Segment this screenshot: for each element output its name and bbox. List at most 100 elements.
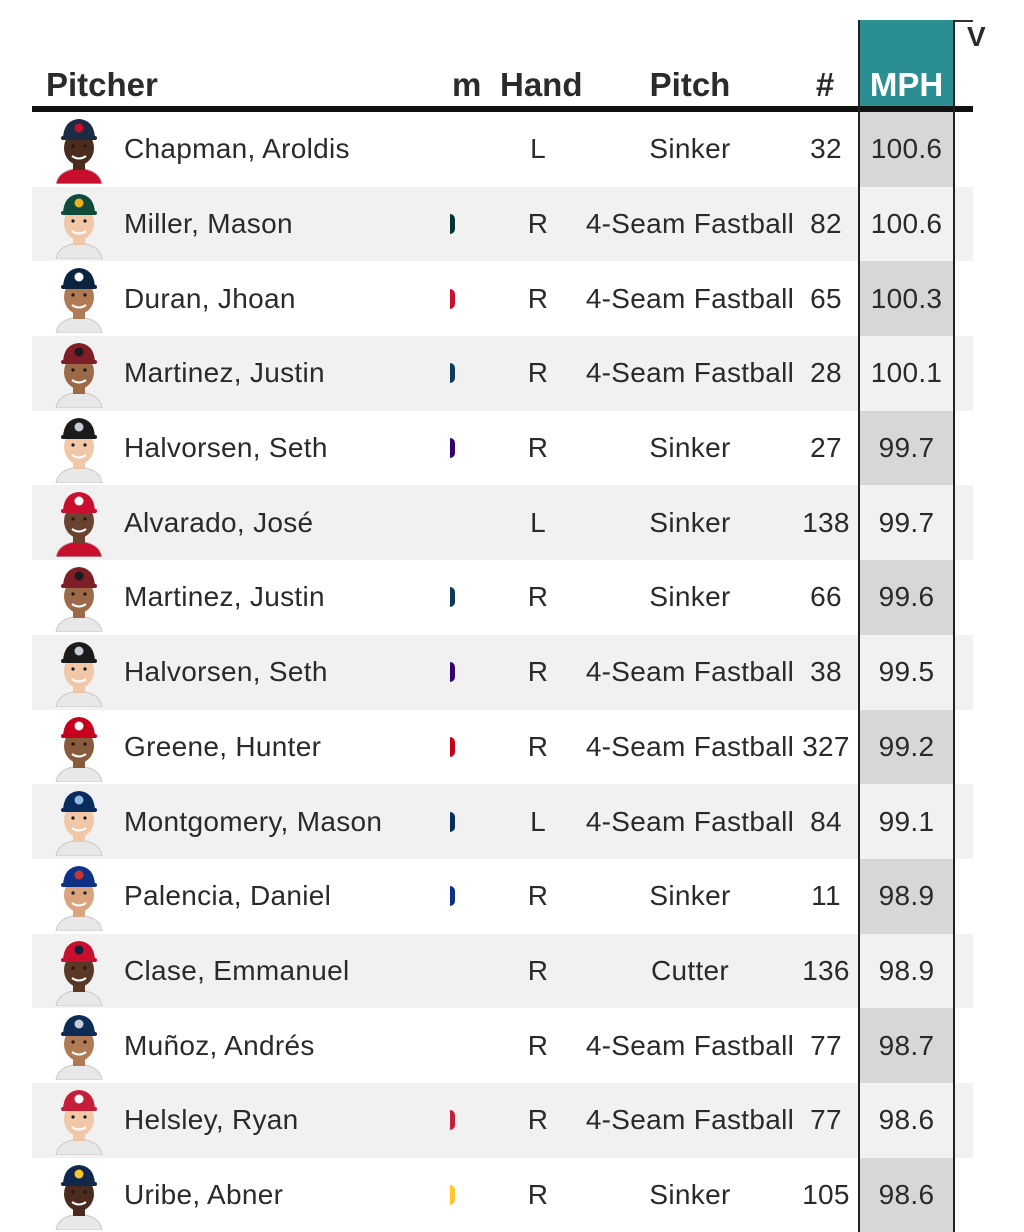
pitch-type: Sinker: [649, 1178, 731, 1210]
throwing-hand: L: [530, 805, 546, 837]
pitch-type: Sinker: [649, 880, 731, 912]
pitcher-name-link[interactable]: Duran, Jhoan: [124, 282, 296, 314]
table-row[interactable]: Montgomery, Mason L 4-Seam Fastball 84 99.1: [0, 784, 1024, 859]
pitch-type: 4-Seam Fastball: [585, 730, 795, 762]
table-row[interactable]: Chapman, Aroldis L Sinker 32 100.6: [0, 112, 1024, 187]
pitcher-name-link[interactable]: Halvorsen, Seth: [124, 432, 328, 464]
table-row[interactable]: Muñoz, Andrés R 4-Seam Fastball 77 98.7: [0, 1008, 1024, 1083]
throwing-hand: R: [527, 208, 549, 240]
column-header-pitch[interactable]: Pitch: [649, 66, 731, 103]
pitcher-name-link[interactable]: Martinez, Justin: [124, 357, 325, 389]
table-row[interactable]: Palencia, Daniel R Sinker 11 98.9: [0, 859, 1024, 934]
pitch-count: 77: [810, 1104, 842, 1136]
player-headshot-icon: [50, 338, 108, 409]
pitcher-name-link[interactable]: Miller, Mason: [124, 208, 293, 240]
team-logo-sliver: [450, 438, 455, 459]
mph-column-left-rule: [858, 20, 860, 1232]
pitcher-name-link[interactable]: Clase, Emmanuel: [124, 954, 350, 986]
table-row[interactable]: Greene, Hunter R 4-Seam Fastball 327 99.2: [0, 710, 1024, 785]
team-logo-icon: [450, 485, 462, 560]
pitch-count: 66: [810, 581, 842, 613]
team-logo-icon: [450, 336, 462, 411]
pitch-mph: 98.9: [878, 880, 935, 912]
throwing-hand: R: [527, 357, 549, 389]
row-background: [32, 1082, 973, 1158]
pitch-mph: 99.7: [878, 432, 935, 464]
table-row[interactable]: Halvorsen, Seth R Sinker 27 99.7: [0, 411, 1024, 486]
table-row[interactable]: Clase, Emmanuel R Cutter 136 98.9: [0, 933, 1024, 1009]
pitcher-name-link[interactable]: Palencia, Daniel: [124, 880, 332, 912]
throwing-hand: R: [527, 581, 549, 613]
pitcher-name-link[interactable]: Alvarado, José: [124, 506, 314, 538]
player-headshot-icon: [50, 189, 108, 259]
throwing-hand: R: [527, 880, 549, 912]
pitch-type: 4-Seam Fastball: [585, 805, 795, 837]
team-logo-icon: [450, 560, 462, 635]
column-header-team[interactable]: m: [452, 66, 482, 103]
table-row[interactable]: Miller, Mason R 4-Seam Fastball 82 100.6: [0, 186, 1024, 262]
pitcher-name-link[interactable]: Martinez, Justin: [124, 581, 325, 613]
pitch-mph: 100.6: [870, 133, 943, 165]
team-logo-icon: [450, 784, 462, 859]
pitch-mph: 100.3: [870, 282, 943, 314]
pitch-type: Sinker: [649, 581, 731, 613]
team-logo-sliver: [450, 363, 455, 384]
team-logo-sliver: [450, 736, 455, 757]
pitch-type: 4-Seam Fastball: [585, 656, 795, 688]
table-row[interactable]: Uribe, Abner R Sinker 105 98.6: [0, 1158, 1024, 1232]
table-row[interactable]: Helsley, Ryan R 4-Seam Fastball 77 98.6: [0, 1082, 1024, 1158]
team-logo-icon: [450, 635, 462, 710]
row-background: [32, 634, 973, 710]
pitcher-name-link[interactable]: Helsley, Ryan: [124, 1104, 299, 1136]
player-headshot-icon: [50, 1010, 108, 1081]
pitch-count: 28: [810, 357, 842, 389]
table-row[interactable]: Martinez, Justin R Sinker 66 99.6: [0, 560, 1024, 635]
row-background: [32, 933, 973, 1009]
pitch-mph: 99.2: [878, 730, 935, 762]
pitch-type: Cutter: [650, 954, 730, 986]
throwing-hand: L: [530, 133, 546, 165]
table-row[interactable]: Halvorsen, Seth R 4-Seam Fastball 38 99.5: [0, 634, 1024, 710]
throwing-hand: R: [527, 1178, 549, 1210]
pitcher-name-link[interactable]: Uribe, Abner: [124, 1178, 284, 1210]
pitch-type: 4-Seam Fastball: [585, 282, 795, 314]
pitch-type: 4-Seam Fastball: [585, 1029, 795, 1061]
pitch-type: 4-Seam Fastball: [585, 1104, 795, 1136]
throwing-hand: R: [527, 282, 549, 314]
pitch-type: 4-Seam Fastball: [585, 208, 795, 240]
team-logo-icon: [450, 1158, 462, 1232]
pitch-mph: 99.6: [878, 581, 935, 613]
player-headshot-icon: [50, 487, 108, 558]
team-logo-sliver: [450, 662, 455, 683]
pitch-type: 4-Seam Fastball: [585, 357, 795, 389]
column-header-mph[interactable]: MPH: [869, 66, 944, 103]
header-top-rule: [953, 20, 973, 22]
pitch-mph: 99.5: [878, 656, 935, 688]
team-logo-sliver: [450, 886, 455, 907]
player-headshot-icon: [50, 562, 108, 633]
team-logo-sliver: [450, 288, 455, 309]
pitcher-name-link[interactable]: Montgomery, Mason: [124, 805, 383, 837]
team-logo-sliver: [450, 214, 455, 235]
table-row[interactable]: Martinez, Justin R 4-Seam Fastball 28 100.1: [0, 336, 1024, 411]
pitch-mph: 99.7: [878, 506, 935, 538]
column-header-next[interactable]: V: [967, 21, 986, 52]
column-header-count[interactable]: #: [815, 66, 835, 103]
pitcher-name-link[interactable]: Greene, Hunter: [124, 730, 322, 762]
column-header-pitcher[interactable]: Pitcher: [46, 66, 158, 103]
pitch-type: Sinker: [649, 133, 731, 165]
throwing-hand: R: [527, 730, 549, 762]
pitch-count: 32: [810, 133, 842, 165]
throwing-hand: R: [527, 1029, 549, 1061]
player-headshot-icon: [50, 114, 108, 184]
column-header-hand[interactable]: Hand: [500, 66, 583, 103]
pitcher-name-link[interactable]: Muñoz, Andrés: [124, 1029, 315, 1061]
pitch-mph: 98.9: [878, 954, 935, 986]
pitcher-name-link[interactable]: Halvorsen, Seth: [124, 656, 328, 688]
pitch-mph: 98.7: [878, 1029, 935, 1061]
table-row[interactable]: Alvarado, José L Sinker 138 99.7: [0, 485, 1024, 561]
pitcher-name-link[interactable]: Chapman, Aroldis: [124, 133, 350, 165]
table-row[interactable]: Duran, Jhoan R 4-Seam Fastball 65 100.3: [0, 261, 1024, 336]
team-logo-icon: [450, 934, 462, 1009]
